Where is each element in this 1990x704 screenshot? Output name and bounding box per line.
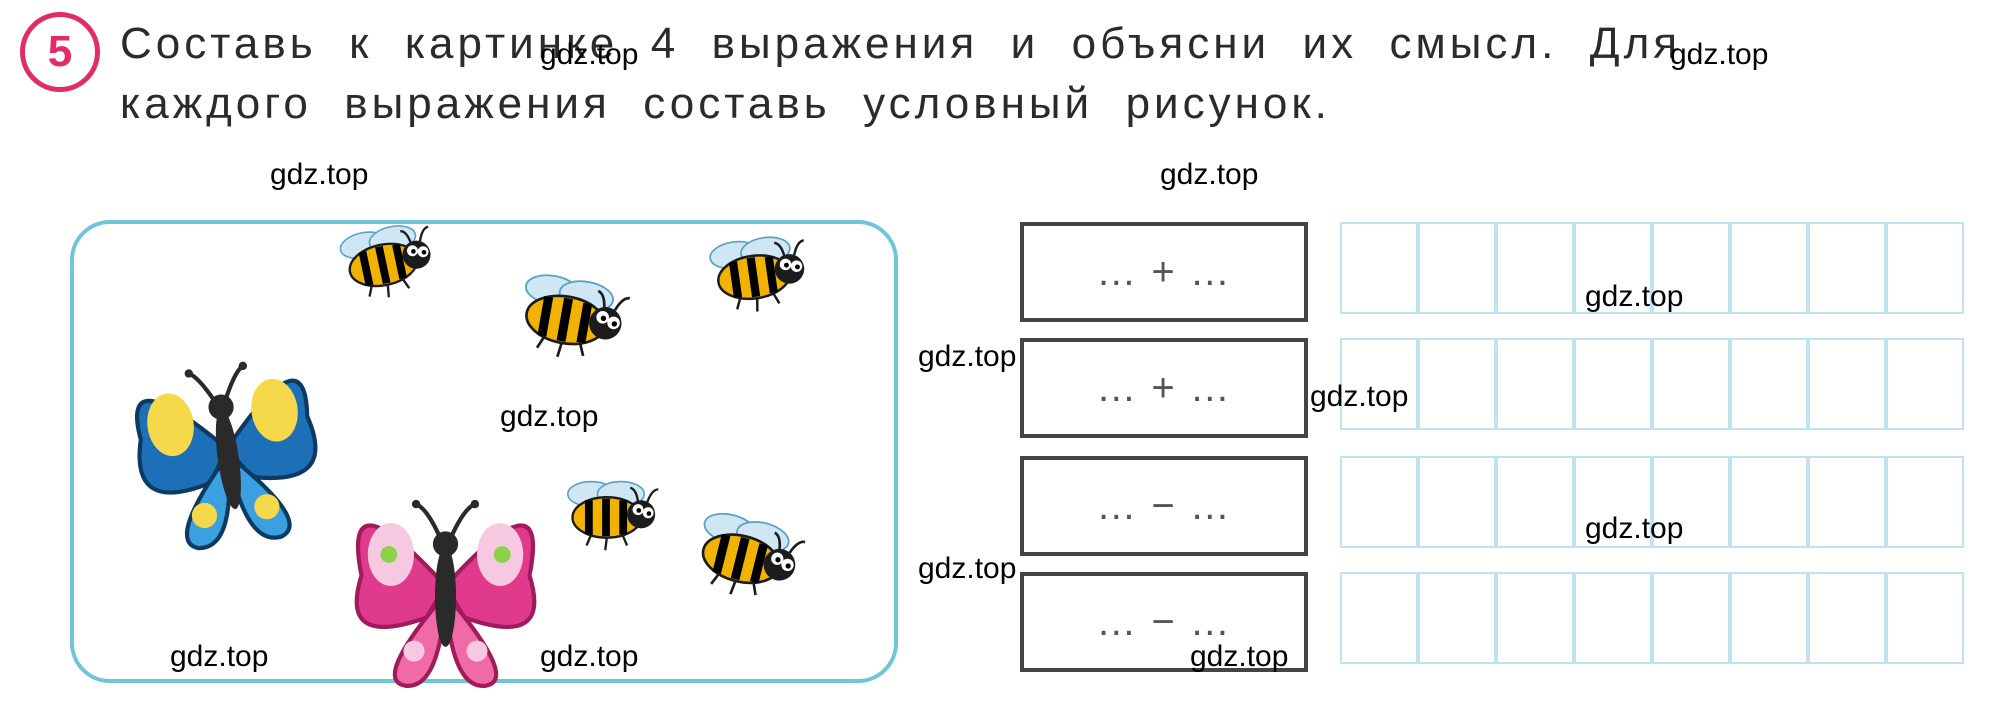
grid-cell [1340,456,1418,548]
butterfly-2 [330,460,561,704]
watermark: gdz.top [500,400,598,434]
grid-cell [1808,222,1886,314]
grid-cell [1418,338,1496,430]
task-text-line1: Составь к картинке 4 выражения и объясни… [120,14,1681,73]
bee-4 [560,480,669,562]
grid-cell [1496,456,1574,548]
task-number: 5 [48,27,72,77]
grid-cell [1418,456,1496,548]
bee-3 [700,229,826,330]
grid-cell [1886,572,1964,664]
grid-cell [1730,338,1808,430]
watermark: gdz.top [918,552,1016,586]
expression-box-3: … − … [1020,456,1308,556]
grid-cell [1652,572,1730,664]
expression-text: … + … [1096,366,1232,411]
watermark: gdz.top [1585,512,1683,546]
watermark: gdz.top [1190,640,1288,674]
butterfly-1 [95,308,358,584]
grid-cell [1652,338,1730,430]
expression-text: … − … [1096,600,1232,645]
watermark: gdz.top [540,640,638,674]
watermark: gdz.top [1160,158,1258,192]
grid-cell [1574,338,1652,430]
watermark: gdz.top [1670,38,1768,72]
grid-cell [1574,572,1652,664]
watermark: gdz.top [270,158,368,192]
watermark: gdz.top [540,38,638,72]
grid-cell [1730,456,1808,548]
expression-box-1: … + … [1020,222,1308,322]
grid-cell [1496,572,1574,664]
grid-cell [1808,338,1886,430]
grid-cell [1340,572,1418,664]
grid-row-2 [1340,338,1964,430]
watermark: gdz.top [1585,280,1683,314]
grid-row-4 [1340,572,1964,664]
task-text-line2: каждого выражения составь условный рисун… [120,74,1331,133]
grid-cell [1886,338,1964,430]
grid-cell [1496,338,1574,430]
grid-cell [1730,222,1808,314]
grid-cell [1886,222,1964,314]
watermark: gdz.top [170,640,268,674]
grid-cell [1886,456,1964,548]
grid-cell [1808,572,1886,664]
grid-cell [1418,222,1496,314]
expression-box-2: … + … [1020,338,1308,438]
expression-text: … + … [1096,250,1232,295]
watermark: gdz.top [1310,380,1408,414]
grid-cell [1496,222,1574,314]
grid-cell [1730,572,1808,664]
task-number-badge: 5 [20,12,100,92]
watermark: gdz.top [918,340,1016,374]
grid-cell [1418,572,1496,664]
grid-cell [1340,222,1418,314]
grid-cell [1808,456,1886,548]
expression-text: … − … [1096,484,1232,529]
